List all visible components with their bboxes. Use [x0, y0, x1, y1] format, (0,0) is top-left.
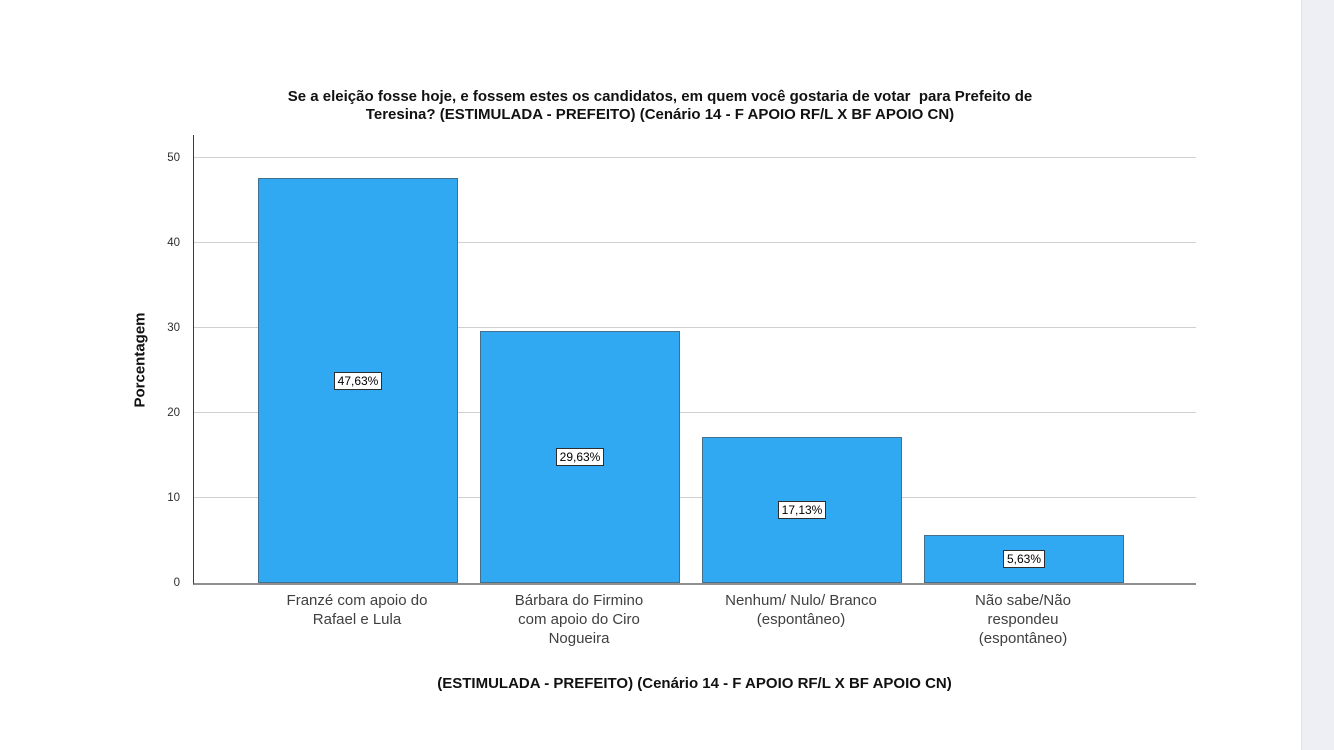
gridline-50 — [194, 157, 1196, 158]
chart-title-line-1: Se a eleição fosse hoje, e fossem estes … — [287, 88, 1033, 105]
bar-1: 47,63% — [258, 178, 458, 583]
x-category-label-1: Franzé com apoio do Rafael e Lula — [286, 592, 428, 628]
bar-value-label-4: 5,63% — [1002, 550, 1046, 569]
bar-value-label-2: 29,63% — [555, 448, 605, 467]
x-category-label-2: Bárbara do Firmino com apoio do Ciro Nog… — [514, 592, 644, 647]
gridline-20 — [194, 412, 1196, 413]
gridline-40 — [194, 242, 1196, 243]
bar-3: 17,13% — [702, 437, 902, 583]
x-category-labels: Franzé com apoio do Rafael e Lula Bárbara… — [193, 591, 1196, 663]
bar-4: 5,63% — [924, 535, 1124, 583]
x-axis-title: (ESTIMULADA - PREFEITO) (Cenário 14 - F … — [437, 675, 952, 692]
y-tick-label-50: 50 — [167, 152, 180, 164]
bar-2: 29,63% — [480, 331, 680, 583]
gridline-10 — [194, 497, 1196, 498]
y-tick-label-20: 20 — [167, 407, 180, 419]
scrollbar-track[interactable] — [1301, 0, 1334, 750]
chart-title-line-2: Teresina? (ESTIMULADA - PREFEITO) (Cenár… — [365, 106, 955, 123]
bar-value-label-1: 47,63% — [333, 371, 383, 390]
bar-value-label-3: 17,13% — [777, 501, 827, 520]
x-category-label-4: Não sabe/Não respondeu (espontâneo) — [975, 592, 1071, 647]
y-tick-label-40: 40 — [167, 237, 180, 249]
y-tick-label-0: 0 — [173, 577, 180, 589]
x-category-label-3: Nenhum/ Nulo/ Branco (espontâneo) — [725, 592, 877, 628]
y-tick-label-30: 30 — [167, 322, 180, 334]
chart-title: Se a eleição fosse hoje, e fossem estes … — [20, 88, 1300, 124]
y-tick-label-10: 10 — [167, 492, 180, 504]
gridline-30 — [194, 327, 1196, 328]
plot-area: 47,63% 29,63% 17,13% 5,63% — [193, 135, 1196, 585]
y-axis-ticks: 0 10 20 30 40 50 — [146, 135, 188, 589]
